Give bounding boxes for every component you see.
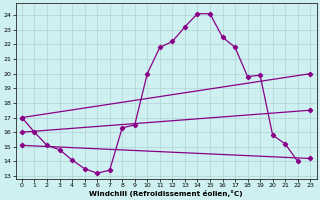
X-axis label: Windchill (Refroidissement éolien,°C): Windchill (Refroidissement éolien,°C) xyxy=(89,190,243,197)
